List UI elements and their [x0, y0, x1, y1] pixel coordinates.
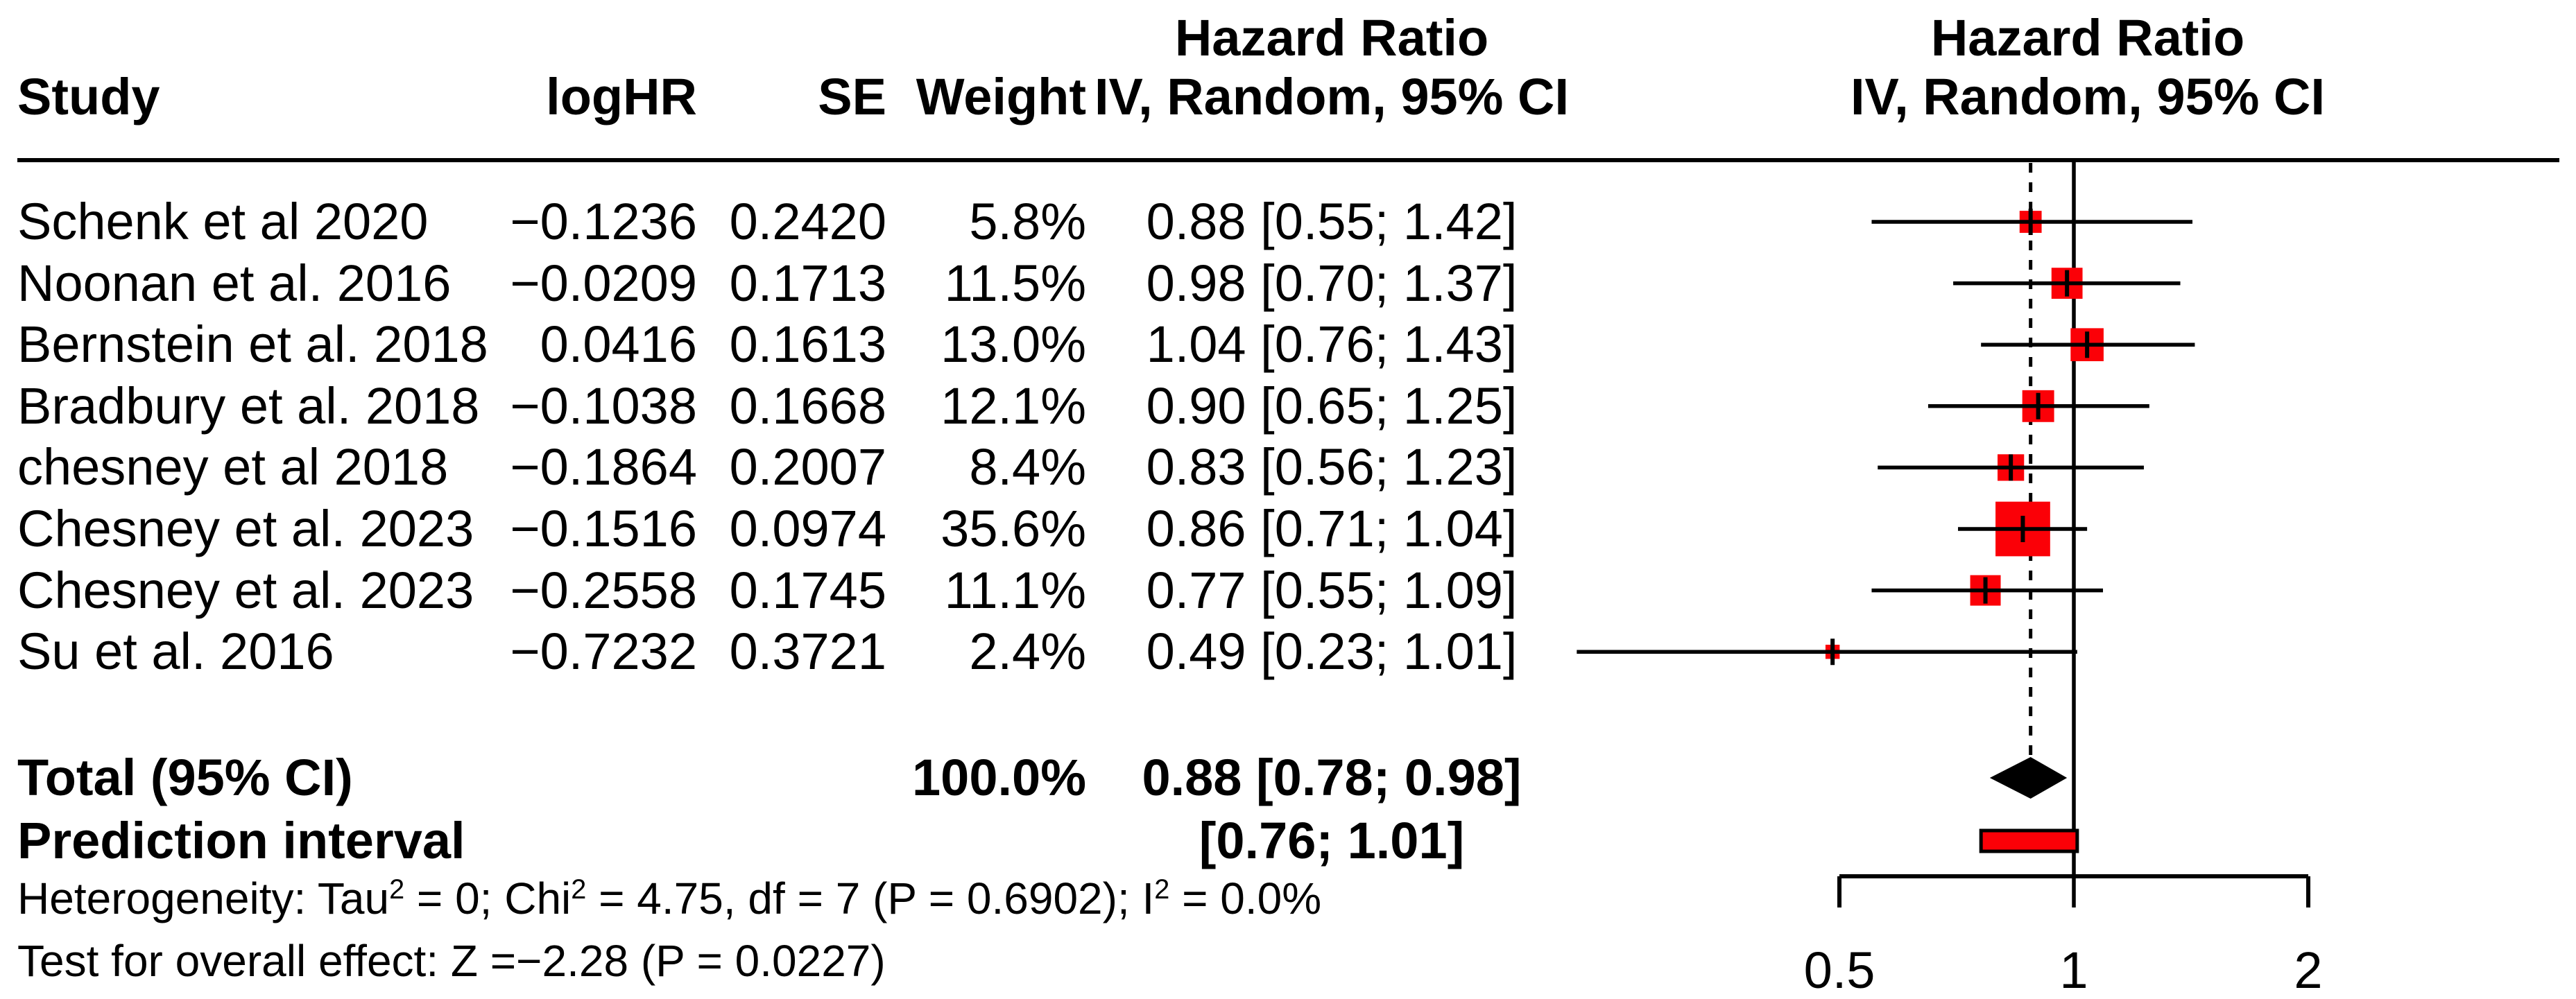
prediction-interval-bar [1979, 828, 2079, 853]
effect-ci-text: 0.88 [0.55; 1.42] [1146, 193, 1518, 250]
x-axis-tick-label: 1 [2059, 941, 2088, 999]
weight-value: 11.5% [944, 254, 1086, 312]
se-value: 0.1713 [729, 254, 886, 312]
weight-value: 35.6% [941, 500, 1086, 557]
se-value: 0.3721 [729, 623, 886, 680]
study-name: Chesney et al. 2023 [17, 562, 474, 619]
se-value: 0.2007 [729, 438, 886, 496]
x-axis-tick-label: 2 [2294, 941, 2322, 999]
text-run: = 0; Chi [404, 874, 572, 923]
total-diamond [1989, 757, 2068, 799]
overall-effect-test: Test for overall effect: Z =−2.28 (P = 0… [17, 936, 886, 986]
study-name: Noonan et al. 2016 [17, 254, 452, 312]
header-rule [17, 158, 2559, 162]
effect-ci-text: 0.83 [0.56; 1.23] [1146, 438, 1518, 496]
text-run: = 4.75, df = 7 (P = 0.6902); I [586, 874, 1155, 923]
superscript: 2 [571, 874, 587, 905]
effect-ci-text: 0.90 [0.65; 1.25] [1146, 377, 1518, 435]
se-value: 0.1668 [729, 377, 886, 435]
superscript: 2 [389, 874, 405, 905]
plot-column-title: Hazard Ratio [1930, 9, 2245, 67]
superscript: 2 [1154, 874, 1170, 905]
effect-ci-text: 0.86 [0.71; 1.04] [1146, 500, 1518, 557]
study-name: Bernstein et al. 2018 [17, 315, 488, 373]
se-value: 0.2420 [729, 193, 886, 250]
study-name: Bradbury et al. 2018 [17, 377, 480, 435]
effect-column-title: Hazard Ratio [1174, 9, 1489, 67]
se-column-header: SE [818, 68, 886, 125]
effect-column-subheader: IV, Random, 95% CI [1094, 68, 1570, 125]
x-axis-tick-label: 0.5 [1804, 941, 1875, 999]
weight-value: 12.1% [941, 377, 1086, 435]
text-run: = 0.0% [1169, 874, 1322, 923]
loghr-value: −0.2558 [510, 562, 697, 619]
total-effect-ci: 0.88 [0.78; 0.98] [1142, 749, 1522, 806]
weight-column-header: Weight [916, 68, 1086, 125]
effect-ci-text: 0.77 [0.55; 1.09] [1146, 562, 1518, 619]
text-run: Heterogeneity: Tau [17, 874, 390, 923]
loghr-value: −0.1236 [510, 193, 697, 250]
weight-value: 8.4% [969, 438, 1086, 496]
effect-ci-text: 0.49 [0.23; 1.01] [1146, 623, 1518, 680]
study-column-header: Study [17, 68, 160, 125]
study-name: Schenk et al 2020 [17, 193, 429, 250]
weight-value: 13.0% [941, 315, 1086, 373]
se-value: 0.1613 [729, 315, 886, 373]
heterogeneity-stats: Heterogeneity: Tau2 = 0; Chi2 = 4.75, df… [17, 867, 1321, 930]
total-weight: 100.0% [912, 749, 1086, 806]
study-name: Su et al. 2016 [17, 623, 334, 680]
plot-column-subheader: IV, Random, 95% CI [1850, 68, 2326, 125]
prediction-interval-label: Prediction interval [17, 812, 465, 869]
weight-value: 2.4% [969, 623, 1086, 680]
study-name: chesney et al 2018 [17, 438, 449, 496]
study-name: Chesney et al. 2023 [17, 500, 474, 557]
loghr-value: 0.0416 [540, 315, 697, 373]
se-value: 0.0974 [729, 500, 886, 557]
effect-ci-text: 0.98 [0.70; 1.37] [1146, 254, 1518, 312]
loghr-column-header: logHR [546, 68, 697, 125]
loghr-value: −0.1516 [510, 500, 697, 557]
loghr-value: −0.1864 [510, 438, 697, 496]
se-value: 0.1745 [729, 562, 886, 619]
weight-value: 5.8% [969, 193, 1086, 250]
loghr-value: −0.7232 [510, 623, 697, 680]
weight-value: 11.1% [944, 562, 1086, 619]
prediction-interval-ci: [0.76; 1.01] [1199, 812, 1465, 869]
loghr-value: −0.1038 [510, 377, 697, 435]
effect-ci-text: 1.04 [0.76; 1.43] [1146, 315, 1518, 373]
loghr-value: −0.0209 [510, 254, 697, 312]
total-label: Total (95% CI) [17, 749, 353, 806]
